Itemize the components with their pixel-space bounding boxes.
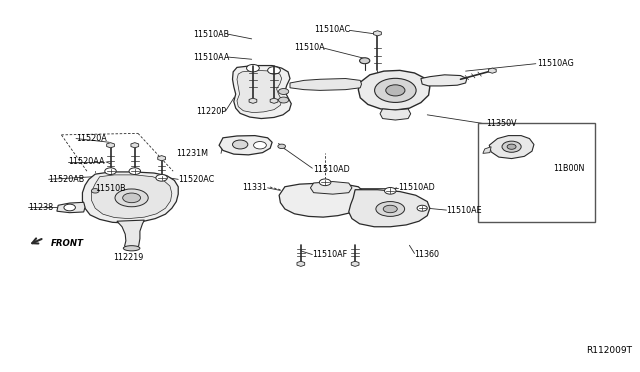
Ellipse shape [374,78,416,102]
Ellipse shape [246,64,259,72]
Text: 11B00N: 11B00N [553,164,584,173]
Polygon shape [107,142,115,148]
Text: 11238: 11238 [28,203,53,212]
Text: 11510AF: 11510AF [312,250,348,259]
Text: 112219: 112219 [113,253,143,262]
Polygon shape [483,147,491,153]
Polygon shape [374,31,381,36]
Ellipse shape [115,189,148,207]
Polygon shape [279,183,365,217]
Ellipse shape [383,205,397,213]
Polygon shape [219,136,272,155]
Bar [478,123,595,222]
Text: 11510AD: 11510AD [398,183,435,192]
Ellipse shape [376,202,404,217]
Text: 11510AC: 11510AC [314,25,351,34]
Polygon shape [157,155,166,161]
Text: 11360: 11360 [415,250,440,259]
Polygon shape [489,136,534,158]
Text: 11331: 11331 [243,183,268,192]
Text: 11510AD: 11510AD [314,165,350,174]
Ellipse shape [253,141,266,149]
Polygon shape [249,98,257,103]
Polygon shape [92,175,172,219]
Ellipse shape [123,193,141,203]
Text: 11231M: 11231M [176,149,208,158]
Polygon shape [351,261,359,266]
Ellipse shape [502,141,521,152]
Text: FRONT: FRONT [51,239,83,248]
Text: 11520A: 11520A [76,134,107,143]
Polygon shape [488,68,496,73]
Ellipse shape [124,246,140,251]
Ellipse shape [386,85,405,96]
Ellipse shape [278,89,289,94]
Polygon shape [232,65,291,119]
Polygon shape [117,220,145,248]
Text: 11510AE: 11510AE [447,206,482,215]
Ellipse shape [278,144,285,148]
Ellipse shape [105,168,116,174]
Text: 11520AA: 11520AA [68,157,104,166]
Ellipse shape [319,179,331,186]
Ellipse shape [507,144,516,149]
Ellipse shape [232,140,248,149]
Text: 11510AG: 11510AG [537,59,574,68]
Polygon shape [349,190,430,227]
Ellipse shape [278,97,289,103]
Ellipse shape [92,189,99,193]
Text: 11510A: 11510A [294,42,325,51]
Polygon shape [290,78,362,90]
Polygon shape [237,70,282,113]
Ellipse shape [64,204,76,211]
Text: R112009T: R112009T [586,346,632,355]
Polygon shape [358,70,430,110]
Text: 11520AB: 11520AB [49,175,85,184]
Polygon shape [83,172,178,223]
Text: 11510AB: 11510AB [193,29,229,39]
Text: 11350V: 11350V [486,119,516,128]
Ellipse shape [156,174,168,181]
Polygon shape [270,98,278,103]
Ellipse shape [360,58,370,64]
Text: 11520AC: 11520AC [178,175,214,184]
Polygon shape [57,202,85,213]
Ellipse shape [417,205,428,211]
Polygon shape [380,109,411,120]
Polygon shape [310,182,352,194]
Polygon shape [297,261,305,266]
Text: 11220P: 11220P [196,107,226,116]
Text: 11510B: 11510B [95,185,126,193]
Polygon shape [131,142,139,148]
Ellipse shape [129,168,141,174]
Polygon shape [421,75,467,86]
Ellipse shape [385,187,396,194]
Ellipse shape [268,67,280,74]
Text: 11510AA: 11510AA [193,52,229,61]
